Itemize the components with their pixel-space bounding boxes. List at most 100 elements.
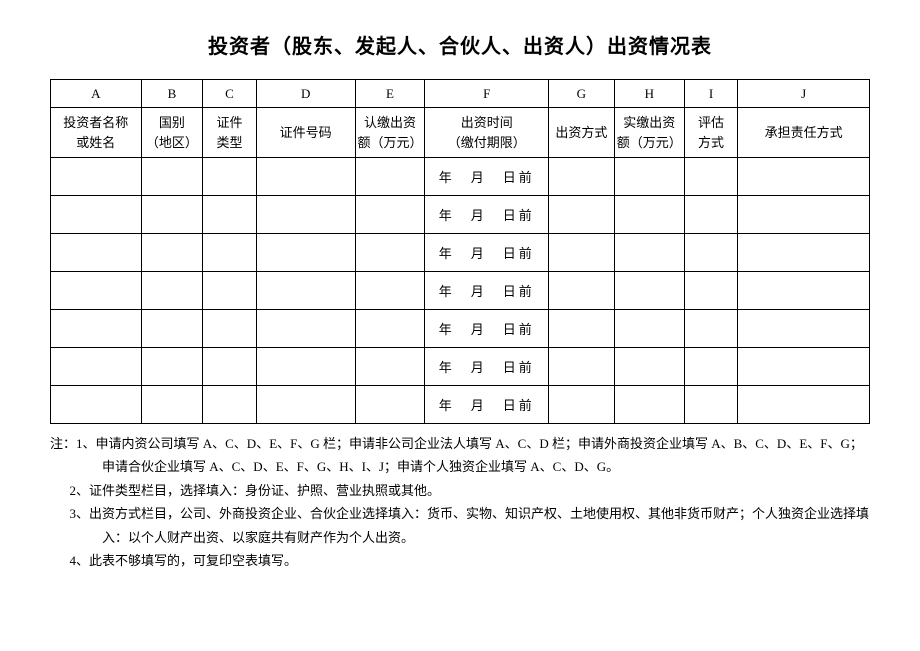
cell-country	[141, 158, 203, 196]
cell-liability	[738, 196, 870, 234]
col-header-name: 投资者名称或姓名	[51, 108, 142, 158]
col-letter-h: H	[614, 80, 684, 108]
notes-section: 注：1、申请内资公司填写 A、C、D、E、F、G 栏；申请非公司企业法人填写 A…	[50, 432, 870, 572]
col-letter-a: A	[51, 80, 142, 108]
cell-name	[51, 386, 142, 424]
cell-idnum	[256, 272, 355, 310]
cell-eval	[684, 386, 738, 424]
col-letter-e: E	[355, 80, 425, 108]
col-header-subscribed: 认缴出资额（万元）	[355, 108, 425, 158]
cell-time: 年 月 日前	[425, 272, 548, 310]
cell-paid	[614, 348, 684, 386]
note-1: 注：1、申请内资公司填写 A、C、D、E、F、G 栏；申请非公司企业法人填写 A…	[50, 432, 870, 479]
note-3: 3、出资方式栏目，公司、外商投资企业、合伙企业选择填入：货币、实物、知识产权、土…	[50, 502, 870, 549]
cell-liability	[738, 310, 870, 348]
cell-subscribed	[355, 158, 425, 196]
cell-name	[51, 158, 142, 196]
col-letter-f: F	[425, 80, 548, 108]
cell-idnum	[256, 196, 355, 234]
cell-paid	[614, 158, 684, 196]
cell-liability	[738, 386, 870, 424]
table-row: 年 月 日前	[51, 196, 870, 234]
cell-time: 年 月 日前	[425, 348, 548, 386]
col-header-paid: 实缴出资额（万元）	[614, 108, 684, 158]
cell-idnum	[256, 348, 355, 386]
cell-eval	[684, 234, 738, 272]
col-letter-c: C	[203, 80, 257, 108]
col-header-idnum: 证件号码	[256, 108, 355, 158]
col-letter-g: G	[548, 80, 614, 108]
cell-idtype	[203, 158, 257, 196]
cell-time: 年 月 日前	[425, 196, 548, 234]
cell-paid	[614, 310, 684, 348]
col-letter-i: I	[684, 80, 738, 108]
col-header-eval: 评估方式	[684, 108, 738, 158]
cell-method	[548, 310, 614, 348]
cell-paid	[614, 272, 684, 310]
cell-country	[141, 272, 203, 310]
cell-eval	[684, 310, 738, 348]
table-row: 年 月 日前	[51, 348, 870, 386]
cell-idtype	[203, 196, 257, 234]
cell-country	[141, 310, 203, 348]
cell-eval	[684, 158, 738, 196]
cell-name	[51, 196, 142, 234]
cell-time: 年 月 日前	[425, 158, 548, 196]
table-row: 年 月 日前	[51, 310, 870, 348]
cell-subscribed	[355, 234, 425, 272]
table-body: 年 月 日前 年 月 日前 年 月 日前	[51, 158, 870, 424]
cell-subscribed	[355, 272, 425, 310]
cell-eval	[684, 348, 738, 386]
table-row: 年 月 日前	[51, 234, 870, 272]
cell-method	[548, 386, 614, 424]
cell-time: 年 月 日前	[425, 310, 548, 348]
cell-idnum	[256, 234, 355, 272]
cell-idnum	[256, 386, 355, 424]
cell-idtype	[203, 234, 257, 272]
cell-idtype	[203, 386, 257, 424]
column-letter-row: A B C D E F G H I J	[51, 80, 870, 108]
col-letter-j: J	[738, 80, 870, 108]
col-header-country: 国别（地区）	[141, 108, 203, 158]
col-letter-d: D	[256, 80, 355, 108]
table-row: 年 月 日前	[51, 386, 870, 424]
cell-country	[141, 234, 203, 272]
table-row: 年 月 日前	[51, 272, 870, 310]
note-2: 2、证件类型栏目，选择填入：身份证、护照、营业执照或其他。	[50, 479, 870, 502]
cell-name	[51, 234, 142, 272]
cell-method	[548, 348, 614, 386]
cell-idtype	[203, 272, 257, 310]
cell-liability	[738, 234, 870, 272]
cell-eval	[684, 272, 738, 310]
cell-liability	[738, 348, 870, 386]
cell-country	[141, 196, 203, 234]
page-title: 投资者（股东、发起人、合伙人、出资人）出资情况表	[50, 30, 870, 59]
cell-name	[51, 272, 142, 310]
cell-idnum	[256, 158, 355, 196]
col-header-idtype: 证件类型	[203, 108, 257, 158]
cell-country	[141, 348, 203, 386]
cell-paid	[614, 196, 684, 234]
column-header-row: 投资者名称或姓名 国别（地区） 证件类型 证件号码 认缴出资额（万元） 出资时间…	[51, 108, 870, 158]
cell-idtype	[203, 348, 257, 386]
col-header-method: 出资方式	[548, 108, 614, 158]
cell-subscribed	[355, 348, 425, 386]
cell-subscribed	[355, 386, 425, 424]
cell-name	[51, 348, 142, 386]
col-letter-b: B	[141, 80, 203, 108]
cell-method	[548, 158, 614, 196]
cell-country	[141, 386, 203, 424]
table-row: 年 月 日前	[51, 158, 870, 196]
cell-eval	[684, 196, 738, 234]
cell-liability	[738, 272, 870, 310]
col-header-time: 出资时间（缴付期限）	[425, 108, 548, 158]
investment-table: A B C D E F G H I J 投资者名称或姓名 国别（地区） 证件类型…	[50, 79, 870, 424]
cell-time: 年 月 日前	[425, 234, 548, 272]
cell-name	[51, 310, 142, 348]
cell-subscribed	[355, 310, 425, 348]
cell-paid	[614, 234, 684, 272]
note-4: 4、此表不够填写的，可复印空表填写。	[50, 549, 870, 572]
cell-idtype	[203, 310, 257, 348]
cell-liability	[738, 158, 870, 196]
col-header-liability: 承担责任方式	[738, 108, 870, 158]
